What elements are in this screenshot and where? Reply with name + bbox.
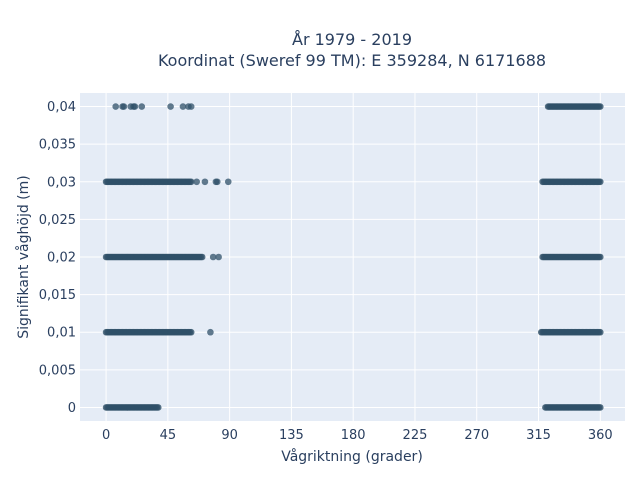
data-point [167,103,174,110]
data-point [193,178,200,186]
x-tick-label: 180 [341,428,366,443]
data-point [596,178,604,186]
y-tick-label: 0,035 [39,138,76,153]
y-tick-label: 0,02 [47,251,76,266]
y-tick-label: 0,015 [39,288,76,303]
data-point [131,103,139,110]
y-tick-label: 0,03 [47,175,76,190]
data-point [596,253,604,261]
data-point [179,103,187,110]
x-tick-label: 90 [221,428,238,443]
y-tick-label: 0,005 [39,363,76,378]
x-tick-label: 315 [526,428,551,443]
y-tick-label: 0 [68,401,76,416]
data-point [187,178,195,186]
x-tick-label: 0 [102,428,110,443]
data-point [198,253,206,261]
data-point [154,404,162,411]
y-tick-label: 0,04 [47,100,76,115]
chart-title: År 1979 - 2019 [292,30,412,49]
data-point [209,253,217,261]
data-point [187,103,195,110]
y-tick-label: 0,025 [39,213,76,228]
y-tick-labels: 0 0,005 0,01 0,015 0,02 0,025 0,03 0,035 0,04 [39,100,76,416]
data-point [207,328,214,336]
y-axis-title: Signifikant våghöjd (m) [15,175,32,338]
x-tick-label: 225 [403,428,428,443]
x-tick-label: 270 [464,428,489,443]
data-point [120,103,128,110]
x-tick-label: 360 [588,428,613,443]
data-point [138,103,146,110]
data-point [215,253,222,261]
data-point [201,178,209,186]
data-point [213,178,221,186]
x-tick-labels: 0 45 90 135 180 225 270 315 360 [102,428,613,443]
x-tick-label: 45 [160,428,177,443]
x-tick-label: 135 [279,428,304,443]
data-point [596,404,604,411]
data-point [224,178,232,186]
data-points [102,103,604,411]
x-axis-title: Vågriktning (grader) [281,448,423,465]
data-point [596,328,604,336]
y-tick-label: 0,01 [47,326,76,341]
chart-subtitle: Koordinat (Sweref 99 TM): E 359284, N 61… [158,51,546,70]
data-point [112,103,119,110]
data-point [596,103,604,110]
data-point [187,328,195,336]
gridlines [80,93,625,421]
